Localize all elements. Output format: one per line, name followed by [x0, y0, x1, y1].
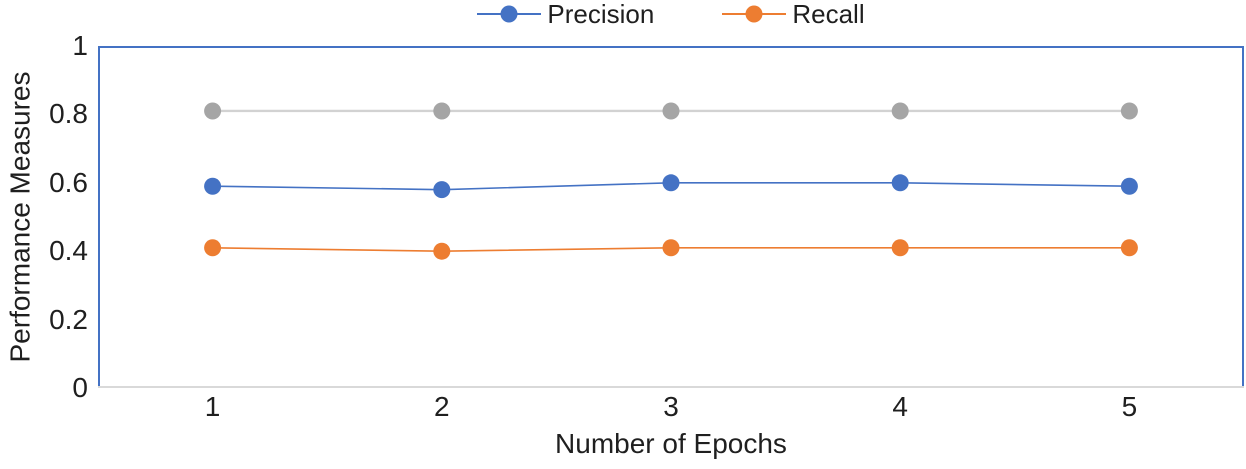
plot-svg [98, 46, 1244, 388]
y-tick-label: 0.6 [49, 166, 88, 198]
gray-data-point [433, 102, 451, 120]
x-axis-title-wrap: Number of Epochs [98, 430, 1244, 458]
y-axis-tick-labels: 0 0.2 0.4 0.6 0.8 1 [0, 32, 88, 402]
precision-data-point [433, 181, 451, 199]
x-axis-tick-labels: 1 2 3 4 5 [98, 391, 1244, 426]
x-tick-label: 1 [204, 391, 221, 422]
x-tick-label: 2 [434, 391, 450, 422]
legend: Precision Recall [98, 0, 1244, 28]
x-tick-label: 5 [1121, 391, 1138, 422]
y-tick-label: 0.4 [49, 235, 88, 267]
gray-data-point [1120, 102, 1138, 120]
precision-data-point [891, 174, 909, 192]
y-tick-label: 1 [72, 30, 88, 61]
precision-legend-marker-icon [477, 5, 542, 23]
gray-data-point [891, 102, 909, 120]
y-tick-label: 0 [72, 372, 88, 403]
precision-legend-dot [500, 5, 518, 23]
x-tick-label: 3 [663, 391, 679, 422]
y-tick-label: 0.8 [49, 98, 88, 130]
precision-legend-label: Precision [547, 0, 655, 29]
recall-data-point [662, 239, 680, 257]
precision-data-point [662, 174, 680, 192]
gray-data-point [662, 102, 680, 120]
recall-data-point [433, 242, 451, 260]
legend-item-precision: Precision [477, 1, 654, 27]
y-tick-label: 0.2 [49, 303, 88, 335]
recall-legend-marker-icon [722, 5, 787, 23]
recall-data-point [1120, 239, 1138, 257]
recall-legend-label: Recall [792, 0, 865, 29]
gray-data-point [204, 102, 222, 120]
recall-data-point [891, 239, 909, 257]
x-axis-title: Number of Epochs [555, 428, 787, 459]
precision-data-point [1120, 177, 1138, 195]
plot-area [98, 46, 1244, 388]
precision-data-point [204, 177, 222, 195]
recall-legend-dot [745, 5, 763, 23]
legend-item-recall: Recall [722, 0, 865, 29]
recall-data-point [204, 239, 222, 257]
x-tick-label: 4 [892, 391, 908, 422]
